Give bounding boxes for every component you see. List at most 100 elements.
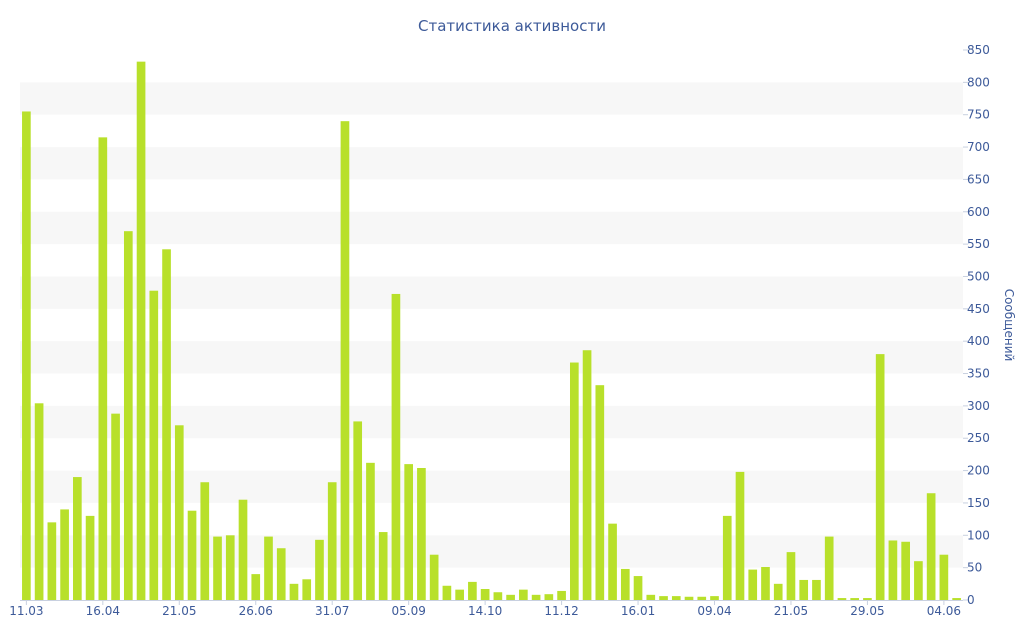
y-tick-label: 800 [967,75,990,89]
bar [468,581,477,600]
bar [340,121,350,601]
bar [353,421,363,600]
grid-band [20,211,963,245]
bar [722,515,732,600]
bar [480,589,490,600]
y-tick-label: 400 [967,334,990,348]
bar [914,561,923,600]
bar [493,592,503,600]
x-tick-label: 29.05 [850,604,884,618]
bar [85,515,95,600]
grid-band [20,470,963,503]
bar [111,413,120,600]
bar [659,596,668,600]
bar [73,477,82,600]
bar [506,594,515,600]
bar [366,462,375,600]
bar [748,569,758,600]
y-tick-label: 600 [967,205,990,219]
bar [531,594,541,600]
bar [875,354,885,600]
y-tick-label: 250 [967,431,990,445]
y-tick-label: 350 [967,367,990,381]
bar [22,111,31,601]
y-tick-label: 450 [967,302,990,316]
bar [697,596,707,600]
grid-band [20,341,963,374]
grid-band [20,147,963,180]
x-tick-label: 21.05 [774,604,808,618]
bar [251,574,261,600]
bar [620,568,630,600]
bar [837,598,847,600]
bar [633,576,643,600]
bar [149,290,159,600]
bar [225,535,235,600]
bar [442,585,452,600]
bar [289,583,299,600]
x-tick-label: 14.10 [468,604,502,618]
bar [162,249,171,600]
y-tick-label: 300 [967,399,990,413]
grid-band [20,82,963,115]
bar [187,510,197,600]
bar [824,536,834,600]
bar [238,499,248,600]
bar [391,293,401,600]
bar [174,425,184,600]
bar [671,596,681,600]
y-tick-label: 200 [967,464,990,478]
bar [773,583,783,600]
bar [123,231,133,601]
bar [582,350,592,600]
bar [557,590,566,600]
bar [417,468,426,600]
bar-series [22,61,961,601]
bar [455,589,464,600]
x-tick-label: 16.01 [621,604,655,618]
bar [646,594,656,600]
y-tick-label: 0 [967,593,975,607]
y-tick-label: 150 [967,496,990,510]
x-axis: 11.03 16.04 21.05 26.06 31.07 05.09 14.10 11.12… [9,600,961,618]
bar [213,536,222,600]
bar [327,482,337,600]
y-tick-label: 850 [967,43,990,57]
bar [595,385,605,600]
bar [786,552,796,600]
bar [888,540,898,600]
bar [735,471,745,600]
bar [812,579,821,600]
y-axis: 0 50 100 150 200 250 300 350 400 450 500 550 600 650 7… [963,43,990,607]
bar [799,579,809,600]
bar [136,61,146,601]
bar [404,464,414,600]
bar [939,554,949,600]
x-tick-label: 11.12 [544,604,578,618]
x-tick-label: 21.05 [162,604,196,618]
x-tick-label: 04.06 [927,604,961,618]
bar [608,523,617,600]
bar [315,539,324,600]
bar [429,554,439,600]
grid-band [20,405,963,439]
bar [276,548,286,600]
x-tick-label: 26.06 [239,604,273,618]
bar [569,362,579,600]
y-tick-label: 650 [967,172,990,186]
chart-title: Статистика активности [418,17,606,35]
bar [850,598,860,600]
bar [926,493,936,600]
bar [302,579,312,600]
y-tick-label: 700 [967,140,990,154]
bar [710,596,719,600]
bar [34,403,44,600]
y-tick-label: 550 [967,237,990,251]
grid-band [20,535,963,568]
bar [761,567,770,600]
bar [952,598,961,600]
y-tick-label: 50 [967,561,982,575]
bar [378,532,388,600]
y-axis-title: Сообщений [1002,289,1016,362]
